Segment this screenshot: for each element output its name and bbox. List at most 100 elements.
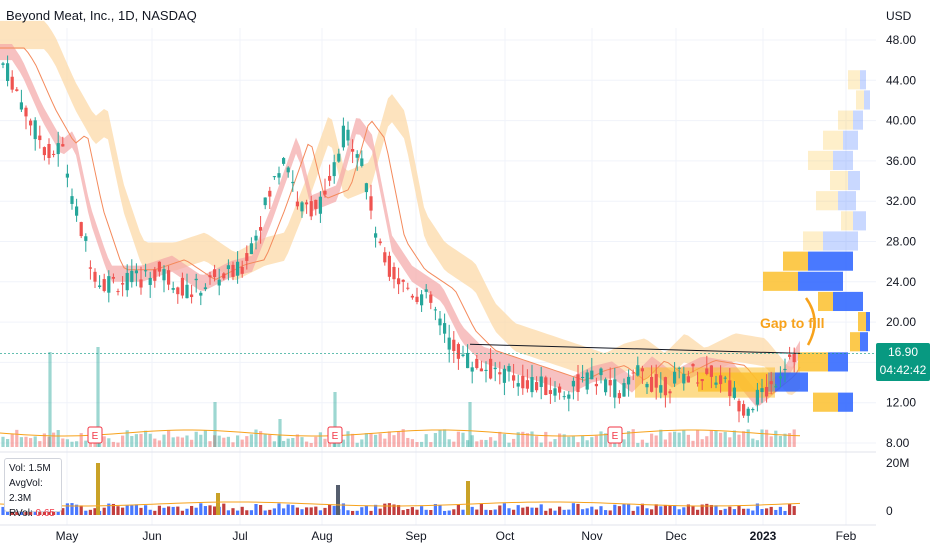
candle-body — [378, 241, 382, 244]
volume-bar-lower — [410, 507, 414, 515]
candle-body — [351, 149, 355, 152]
volume-bar — [286, 438, 290, 447]
candle-body — [56, 143, 60, 155]
volume-bar-lower — [1, 506, 5, 515]
volume-bar-lower — [314, 506, 318, 515]
volume-bar-spike — [333, 392, 337, 447]
volume-profile-bar — [838, 191, 856, 211]
volume-bar-lower — [728, 506, 732, 515]
volume-bar — [650, 433, 654, 447]
vol-label: Vol: — [9, 463, 26, 474]
volume-bar-lower — [783, 510, 787, 515]
volume-bar-lower — [636, 506, 640, 515]
volume-bar-lower — [52, 509, 56, 515]
volume-bar — [254, 429, 258, 447]
candle-body — [102, 279, 106, 291]
volume-profile-bar — [798, 271, 843, 291]
candle-body — [116, 291, 120, 293]
volume-bar — [636, 442, 640, 447]
volume-bar — [148, 433, 152, 447]
volume-bar — [447, 439, 451, 447]
time-axis-label: 2023 — [750, 529, 777, 543]
volume-bar — [502, 434, 506, 447]
candle-body — [369, 196, 373, 211]
candle-body — [714, 382, 718, 385]
volume-bar — [682, 430, 686, 447]
volume-bar — [512, 438, 516, 447]
candle-body — [765, 387, 769, 397]
volume-bar — [585, 440, 589, 447]
candle-body — [668, 391, 672, 394]
volume-bar-lower — [286, 504, 290, 515]
volume-bar-lower — [525, 506, 529, 515]
volume-bar-lower — [305, 507, 309, 515]
candle-body — [314, 199, 318, 209]
volume-bar-lower — [521, 507, 525, 515]
volume-bar — [466, 440, 470, 447]
candle-body — [507, 365, 511, 372]
volume-bar — [208, 441, 212, 447]
candle-body — [387, 255, 391, 277]
volume-bar — [52, 432, 56, 447]
volume-bar — [535, 436, 539, 447]
volume-bar — [548, 441, 552, 447]
volume-bar-lower — [539, 504, 543, 515]
candle-body — [433, 309, 437, 311]
candle-body — [272, 176, 276, 178]
candle-body — [456, 344, 460, 359]
volume-bar-lower — [700, 504, 704, 515]
volume-profile-bar — [823, 231, 858, 251]
volume-bar-lower — [346, 510, 350, 515]
candle-body — [249, 243, 253, 255]
volume-bar-lower — [374, 504, 378, 515]
price-tick-label: 48.00 — [886, 33, 916, 47]
volume-bar — [788, 433, 792, 447]
volume-bar-lower — [516, 505, 520, 515]
volume-bar — [709, 430, 713, 447]
volume-bar-lower — [332, 505, 336, 515]
volume-bar — [765, 429, 769, 447]
volume-bar-spike — [48, 352, 52, 447]
candle-body — [392, 266, 396, 280]
volume-bar — [714, 430, 718, 447]
candle-body — [341, 125, 345, 148]
volume-bar-lower — [84, 510, 88, 515]
volume-bar-lower — [452, 509, 456, 515]
candle-body — [203, 287, 207, 290]
volume-bar-lower — [673, 505, 677, 515]
volume-bar — [29, 438, 33, 447]
volume-bar-lower — [617, 506, 621, 515]
volume-bar-lower — [153, 510, 157, 515]
volume-profile-bar — [850, 332, 860, 352]
candle-body — [217, 279, 221, 286]
volume-profile-bar — [864, 90, 870, 110]
time-axis-label: Oct — [496, 529, 515, 543]
volume-bar — [668, 432, 672, 447]
candle-body — [295, 201, 299, 207]
candle-body — [502, 368, 506, 383]
volume-bar-lower — [553, 510, 557, 515]
volume-bar — [553, 439, 557, 447]
volume-bar-lower — [479, 503, 483, 515]
volume-bar-lower — [148, 509, 152, 515]
candle-body — [535, 382, 539, 391]
volume-profile-bar — [853, 211, 866, 231]
candle-body — [263, 197, 267, 206]
volume-bar — [19, 437, 23, 447]
volume-bar — [79, 433, 83, 447]
volume-bar — [84, 440, 88, 447]
candle-body — [364, 183, 368, 193]
volume-bar — [157, 440, 161, 447]
volume-bar-lower — [38, 509, 42, 515]
candle-body — [558, 386, 562, 393]
volume-profile-bar — [798, 352, 828, 372]
avg-volume-line — [0, 429, 801, 437]
candle-body — [15, 89, 19, 91]
volume-bar — [525, 433, 529, 447]
volume-bar — [401, 429, 405, 447]
rvol-label: RVol: — [9, 508, 33, 519]
candle-body — [374, 233, 378, 238]
volume-bar-lower — [199, 503, 203, 515]
candle-body — [512, 375, 516, 381]
